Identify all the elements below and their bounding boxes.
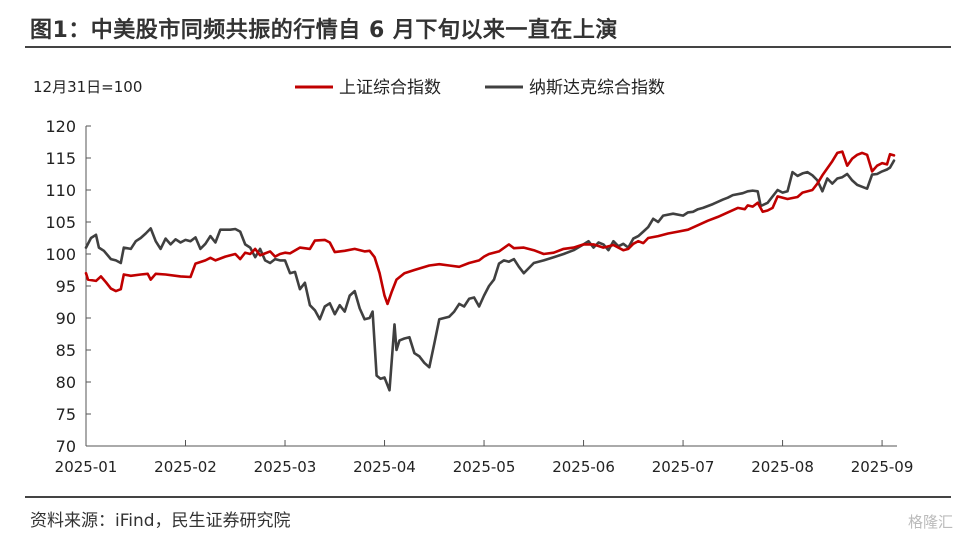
x-tick-label-0: 2025-01 [55,458,118,476]
y-tick-label-95: 95 [56,277,76,296]
series-line-shanghai-composite [84,150,896,306]
y-tick-label-70: 70 [56,437,76,456]
title-rule [25,46,951,48]
y-tick-label-90: 90 [56,309,76,328]
y-axis: 70 75 80 85 90 95 100 105 110 115 120 [45,117,91,456]
legend-label-0: 上证综合指数 [339,78,441,98]
line-chart: 12月31日=100 上证综合指数 纳斯达克综合指数 70 75 80 85 90 95 10… [33,78,914,476]
source-note: 资料来源：iFind，民生证券研究院 [30,511,291,531]
x-tick-label-7: 2025-08 [751,458,814,476]
legend-label-1: 纳斯达克综合指数 [529,78,665,98]
x-tick-label-4: 2025-05 [453,458,516,476]
y-tick-label-85: 85 [56,341,76,360]
y-tick-label-80: 80 [56,373,76,392]
legend: 上证综合指数 纳斯达克综合指数 [295,78,665,98]
y-tick-label-100: 100 [45,245,76,264]
series-line-nasdaq-composite [84,159,896,392]
x-tick-label-5: 2025-06 [552,458,615,476]
y-tick-label-120: 120 [45,117,76,136]
x-tick-label-8: 2025-09 [851,458,914,476]
y-tick-label-110: 110 [45,181,76,200]
watermark: 格隆汇 [907,513,953,531]
y-tick-label-75: 75 [56,405,76,424]
footer-rule [25,496,951,498]
x-tick-label-3: 2025-04 [353,458,416,476]
page-title: 图1：中美股市同频共振的行情自 6 月下旬以来一直在上演 [30,18,618,43]
x-tick-label-6: 2025-07 [652,458,715,476]
x-tick-label-2: 2025-03 [254,458,317,476]
y-tick-label-105: 105 [45,213,76,232]
y-axis-unit-label: 12月31日=100 [33,78,142,96]
x-axis: 2025-01 2025-02 2025-03 2025-04 2025-05 2025-… [55,440,914,476]
y-tick-label-115: 115 [45,149,76,168]
x-tick-label-1: 2025-02 [154,458,217,476]
series-group [84,150,896,392]
